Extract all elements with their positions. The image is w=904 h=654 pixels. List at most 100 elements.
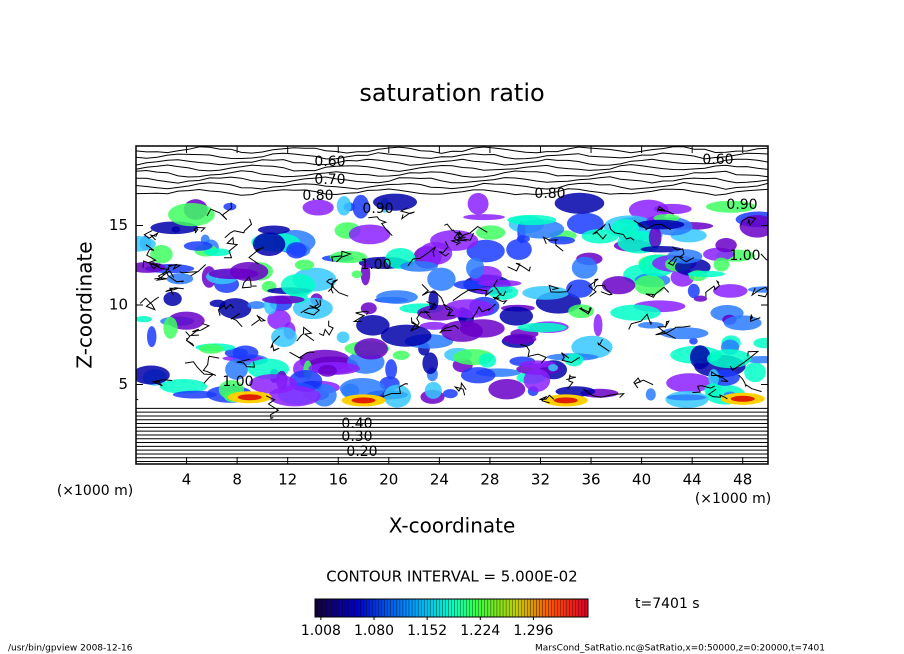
colorbar-cell [448,598,452,618]
contour-line [368,216,393,237]
colorbar-cell [417,598,422,618]
contour-label: 0.80 [302,188,333,204]
colorbar-cell [320,598,325,618]
contour-line [657,320,676,339]
contour-line [189,323,211,336]
contour-line [444,223,461,234]
field-blob [516,235,530,243]
colorbar-cell [393,598,398,618]
colorbar-cell [484,598,489,618]
contour-line [667,255,684,266]
colorbar-cell [478,598,482,618]
field-blob [267,309,291,330]
colorbar-cell [427,598,431,618]
contour-line [407,246,436,267]
colorbar-tick-label: 1.008 [301,623,341,639]
field-blob [249,374,298,394]
field-blob [507,214,557,226]
colorbar-cell [466,598,470,618]
field-blob [660,327,709,340]
y-unit-label: (×1000 m) [57,483,133,499]
field-blob [163,291,182,307]
colorbar-cell [551,598,555,618]
contour-label: 0.80 [534,186,565,202]
colorbar: 1.008 1.080 1.152 1.224 1.296 [301,598,589,639]
field-blob [571,335,613,359]
y-tick-label: 10 [109,296,128,314]
colorbar-cell [436,598,440,618]
field-blob [257,225,290,235]
contour-line [692,385,715,394]
contour-line [438,241,450,257]
contour-line [265,395,280,420]
colorbar-cell [387,598,391,618]
contour-line [453,381,467,396]
field-blob [336,331,350,344]
field-blob [199,344,224,354]
contour-line [628,313,652,330]
field-blob [687,270,726,278]
contour-line [439,324,460,334]
contour-line [143,230,160,241]
contour-line [352,310,369,323]
colorbar-cell [348,598,352,618]
colorbar-cell [336,598,340,618]
contour-line [154,269,175,281]
footer-right: MarsCond_SatRatio.nc@SatRatio,x=0:50000,… [535,644,825,654]
field-blob [419,321,449,330]
contour-label: 0.90 [726,197,757,213]
contour-line [241,276,257,289]
contour-line [224,218,253,239]
colorbar-cell [378,598,382,618]
colorbar-cell [505,598,510,618]
contour-line [136,164,768,172]
field-blob [713,257,730,272]
colorbar-cell [530,598,534,618]
time-label: t=7401 s [635,596,700,612]
contour-line [217,303,235,316]
x-tick-label: 28 [480,471,499,489]
contour-line [578,307,592,315]
field-blob [336,196,352,216]
contour-line [230,313,243,328]
x-axis-label: X-coordinate [389,514,516,538]
colorbar-cell [502,598,507,618]
contour-line [749,314,761,323]
field-blob [593,314,603,337]
colorbar-cell [369,598,373,618]
contour-label: 0.70 [314,172,345,188]
colorbar-cell [408,598,413,618]
colorbar-cell [454,598,458,618]
colorbar-cell [381,598,385,618]
field-blob [172,390,218,399]
colorbar-cell [457,598,461,618]
field-blob [553,397,578,404]
x-tick-label: 24 [430,471,449,489]
colorbar-cell [469,598,473,618]
contour-line [415,310,432,328]
field-blob [354,338,388,360]
colorbar-cell [366,598,370,618]
colorbar-cell [527,598,531,618]
contour-line [318,320,334,337]
colorbar-cell [554,598,558,618]
contour-label: 0.60 [702,152,733,168]
contour-line [136,152,768,160]
contour-line [453,225,488,244]
colorbar-cell [345,598,349,618]
colorbar-cell [566,598,570,618]
colorbar-cell [475,598,479,618]
colorbar-cell [351,598,355,618]
contour-line [760,253,768,267]
field-blob [478,353,497,368]
colorbar-cell [399,598,404,618]
footer-left: /usr/bin/gpview 2008-12-16 [8,644,133,654]
colorbar-cell [333,598,337,618]
contour-line [270,335,280,352]
contour-line [740,216,757,227]
field-blob [380,324,432,347]
field-blob [706,349,752,369]
colorbar-cell [463,598,467,618]
colorbar-cell [575,598,580,618]
contour-line [136,181,768,190]
